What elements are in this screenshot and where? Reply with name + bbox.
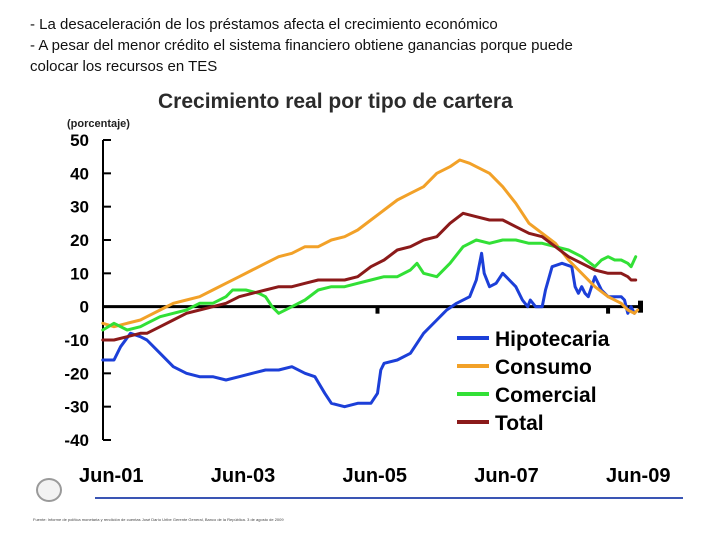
series-line-consumo <box>101 158 640 329</box>
x-tick-label: Jun-09 <box>606 465 670 487</box>
series-line-hipotecaria <box>101 251 636 409</box>
y-tick-label: -40 <box>64 431 89 450</box>
series-line-comercial <box>101 238 638 332</box>
zero-axis-end <box>638 300 643 313</box>
y-tick-label: 0 <box>80 298 89 317</box>
series-line-total <box>101 211 638 342</box>
bullet-line: - La desaceleración de los préstamos afe… <box>30 16 498 33</box>
x-tick-label: Jun-05 <box>342 465 406 487</box>
legend-label: Consumo <box>495 356 592 379</box>
line-chart: Crecimiento real por tipo de cartera (por… <box>64 90 670 487</box>
bank-seal-logo <box>36 478 62 502</box>
bottom-rule <box>95 497 683 499</box>
chart-container: Crecimiento real por tipo de cartera (por… <box>35 90 685 500</box>
y-tick-label: 40 <box>70 164 89 183</box>
y-tick-label: 30 <box>70 198 89 217</box>
y-tick-label: 10 <box>70 264 89 283</box>
y-tick-label: 20 <box>70 231 89 250</box>
y-tick-label: -10 <box>64 331 89 350</box>
y-axis-label: (porcentaje) <box>67 118 130 130</box>
source-note: Fuente: Informe de política monetaria y … <box>33 517 284 522</box>
legend-label: Comercial <box>495 384 597 407</box>
y-tick-label: 50 <box>70 131 89 150</box>
chart-title: Crecimiento real por tipo de cartera <box>158 90 513 113</box>
x-tick-label: Jun-01 <box>79 465 143 487</box>
bullet-line: - A pesar del menor crédito el sistema f… <box>30 37 573 54</box>
x-tick-label: Jun-03 <box>211 465 275 487</box>
legend-label: Hipotecaria <box>495 328 610 351</box>
bullet-line: colocar los recursos en TES <box>30 58 218 75</box>
slide-text: - La desaceleración de los préstamos afe… <box>30 14 690 77</box>
y-tick-label: -20 <box>64 364 89 383</box>
zero-axis-tick <box>375 305 380 314</box>
legend-label: Total <box>495 412 544 435</box>
x-tick-label: Jun-07 <box>474 465 538 487</box>
y-tick-label: -30 <box>64 398 89 417</box>
zero-axis-tick <box>606 305 611 314</box>
